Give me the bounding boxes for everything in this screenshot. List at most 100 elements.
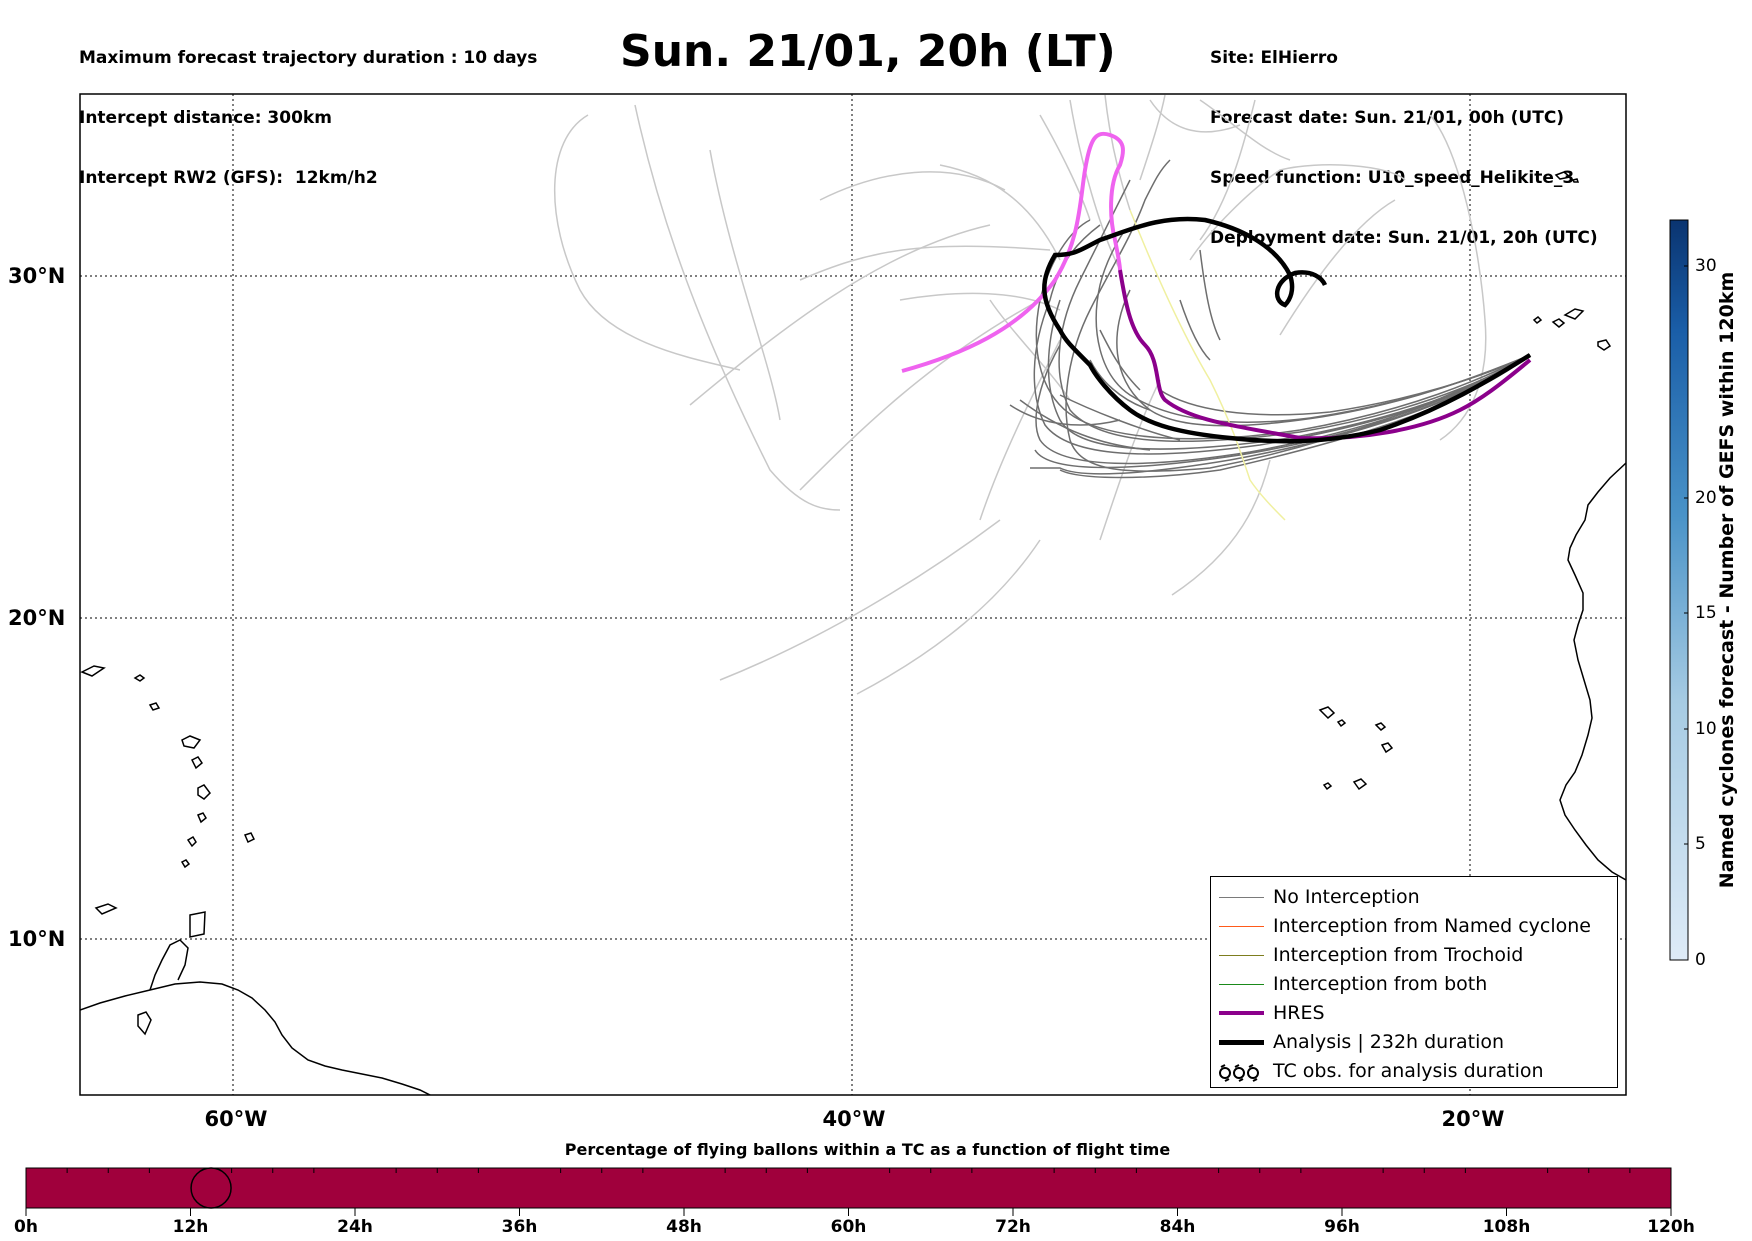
legend-swatch	[1219, 1040, 1264, 1045]
legend-label: No Interception	[1273, 886, 1420, 908]
gefs-track	[1199, 99, 1291, 161]
gefs-track	[1139, 94, 1166, 181]
time-tick: 96h	[1324, 1217, 1360, 1237]
legend-row-trochoid: Interception from Trochoid	[1211, 941, 1617, 969]
legend-row-named-cyclone: Interception from Named cyclone	[1211, 912, 1617, 940]
gefs-track	[553, 114, 741, 371]
legend-swatch	[1219, 1011, 1264, 1015]
ensemble-track	[1065, 159, 1531, 472]
ensemble-track	[1159, 354, 1531, 416]
ensemble-track	[1059, 394, 1181, 441]
percentage-bar	[25, 1167, 1672, 1216]
legend-row-no-interception: No Interception	[1211, 883, 1617, 911]
gefs-track	[1189, 164, 1406, 261]
gefs-track	[1199, 99, 1256, 241]
gefs-track	[1149, 99, 1241, 133]
legend-row-hres: HRES	[1211, 999, 1617, 1027]
time-tick: 84h	[1159, 1217, 1196, 1237]
legend-row-tc-obs: TC obs. for analysis duration	[1211, 1057, 1617, 1085]
percentage-bar-ticks	[25, 1168, 1672, 1216]
legend-row-analysis: Analysis | 232h duration	[1211, 1028, 1617, 1056]
tc-obs-icon	[1219, 1064, 1259, 1082]
legend-row-both: Interception from both	[1211, 970, 1617, 998]
colorbar-tick-label: 20	[1695, 488, 1717, 508]
gefs-track	[1039, 114, 1091, 221]
gefs-track	[1279, 199, 1396, 336]
ensemble-track	[1089, 359, 1151, 411]
colorbar-tick-label: 5	[1695, 834, 1706, 854]
gefs-track	[1099, 379, 1161, 541]
ensemble-track	[1059, 354, 1531, 479]
lat-label-30n: 30°N	[8, 264, 66, 288]
yellow-trajectory	[1129, 209, 1286, 521]
gefs-track	[709, 149, 781, 421]
gefs-track	[1104, 94, 1131, 211]
legend-swatch	[1219, 984, 1264, 985]
site-line: Site: ElHierro	[1210, 48, 1338, 68]
time-tick: 108h	[1482, 1217, 1531, 1237]
colorbar-tick-label: 30	[1695, 256, 1717, 276]
colorbar-tick-label: 10	[1695, 719, 1717, 739]
percentage-bar-fill	[25, 1167, 1672, 1209]
legend-swatch	[1219, 955, 1264, 956]
legend-swatch	[1219, 926, 1264, 927]
ensemble-track	[1099, 329, 1141, 391]
gefs-track	[939, 164, 1061, 261]
hres-early-trajectory	[901, 131, 1125, 373]
lon-label-60w: 60°W	[204, 1107, 268, 1131]
gefs-trajectories	[553, 94, 1487, 695]
time-tick: 60h	[830, 1217, 867, 1237]
ensemble-track	[1058, 179, 1531, 443]
percentage-bar-title: Percentage of flying ballons within a TC…	[564, 1140, 1171, 1159]
legend-label: Interception from both	[1273, 973, 1488, 995]
legend-label: Analysis | 232h duration	[1273, 1031, 1505, 1053]
map-frame	[79, 93, 1627, 1096]
legend-swatch	[1219, 897, 1264, 898]
map-legend: No Interception Interception from Named …	[1210, 876, 1618, 1088]
colorbar-title-text: Named cyclones forecast - Number of GEFS…	[1716, 271, 1738, 889]
param-line-duration: Maximum forecast trajectory duration : 1…	[79, 48, 538, 68]
legend-label: TC obs. for analysis duration	[1273, 1060, 1544, 1082]
speed-function-line: Speed function: U10_speed_Helikite_3	[1210, 168, 1575, 188]
ensemble-track	[1035, 344, 1531, 465]
gefs-track	[799, 299, 1041, 491]
forecast-parameters: Maximum forecast trajectory duration : 1…	[79, 8, 537, 208]
madeira-island	[1554, 171, 1580, 183]
trinidad-island	[189, 911, 206, 938]
colorbar-tick-label: 0	[1695, 950, 1706, 970]
gefs-track	[689, 224, 991, 406]
param-line-distance: Intercept distance: 300km	[79, 108, 332, 128]
colorbar-gradient	[1669, 219, 1689, 961]
lat-label-10n: 10°N	[8, 927, 66, 951]
deployment-date-line: Deployment date: Sun. 21/01, 20h (UTC)	[1210, 228, 1598, 248]
colorbar	[1669, 219, 1689, 961]
time-tick: 0h	[14, 1217, 38, 1237]
ensemble-track	[1179, 299, 1211, 361]
gefs-track	[1069, 99, 1121, 271]
ensemble-track	[1047, 299, 1531, 450]
param-line-rw2: Intercept RW2 (GFS): 12km/h2	[79, 168, 378, 188]
tc-marker-circle	[190, 1167, 232, 1209]
africa-coast	[1559, 462, 1626, 881]
legend-label: Interception from Named cyclone	[1273, 915, 1591, 937]
gefs-track	[1429, 114, 1487, 441]
ensemble-track	[1019, 399, 1151, 451]
gefs-track	[1171, 459, 1271, 596]
site-info: Site: ElHierro Forecast date: Sun. 21/01…	[1210, 8, 1598, 268]
venezuela-peninsula	[149, 939, 189, 991]
time-tick: 24h	[337, 1217, 373, 1237]
hres-trajectory	[1118, 269, 1532, 441]
gefs-track	[819, 171, 1006, 201]
ensemble-track	[1009, 404, 1121, 426]
time-tick: 48h	[666, 1217, 702, 1237]
gefs-track	[799, 245, 1051, 281]
canary-islands	[1532, 308, 1612, 351]
coastlines	[80, 171, 1626, 1095]
time-tick: 36h	[501, 1217, 538, 1237]
gefs-track	[719, 519, 1001, 681]
time-tick: 12h	[172, 1217, 209, 1237]
gefs-track	[856, 539, 1041, 695]
lon-label-40w: 40°W	[822, 1107, 886, 1131]
legend-label: Interception from Trochoid	[1273, 944, 1524, 966]
ensemble-track	[1199, 249, 1221, 341]
